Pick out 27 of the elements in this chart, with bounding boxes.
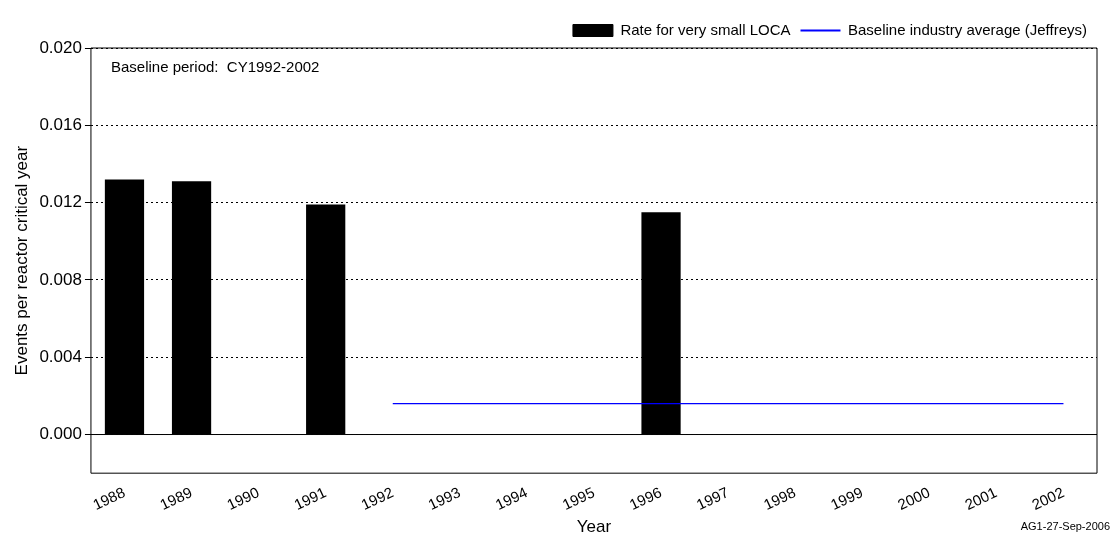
y-tick-label: 0.000 bbox=[39, 424, 82, 444]
x-tick-label: 1993 bbox=[425, 483, 463, 513]
x-tick-label: 1992 bbox=[358, 483, 396, 513]
x-axis-title: Year bbox=[576, 517, 612, 537]
legend-label: Baseline industry average (Jeffreys) bbox=[848, 20, 1088, 38]
x-tick-label: 2000 bbox=[894, 483, 933, 513]
annotation: Baseline period: CY1992-2002 bbox=[110, 57, 320, 75]
x-tick-label: 1997 bbox=[693, 483, 732, 513]
y-tick-label: 0.004 bbox=[39, 346, 82, 366]
x-tick-label: 1994 bbox=[492, 483, 530, 513]
x-tick-label: 1996 bbox=[626, 483, 665, 513]
legend-label: Rate for very small LOCA bbox=[620, 20, 791, 38]
x-tick-label: 1998 bbox=[760, 483, 799, 513]
x-tick-label: 2002 bbox=[1029, 483, 1067, 513]
y-tick-label: 0.016 bbox=[39, 114, 82, 134]
x-tick-label: 2001 bbox=[961, 483, 1000, 513]
x-tick-label: 1988 bbox=[90, 483, 128, 513]
text: AG1-27-Sep-2006 bbox=[1020, 519, 1110, 532]
y-axis-title: Events per reactor critical year bbox=[11, 145, 31, 376]
x-tick-label: 1999 bbox=[827, 483, 866, 513]
y-tick-label: 0.012 bbox=[39, 192, 82, 212]
x-tick-label: 1995 bbox=[559, 483, 597, 513]
x-tick-label: 1991 bbox=[291, 483, 329, 513]
x-tick-label: 1989 bbox=[157, 483, 195, 513]
x-tick-label: 1990 bbox=[224, 483, 262, 513]
y-tick-label: 0.008 bbox=[39, 269, 82, 289]
y-tick-label: 0.020 bbox=[39, 37, 82, 57]
